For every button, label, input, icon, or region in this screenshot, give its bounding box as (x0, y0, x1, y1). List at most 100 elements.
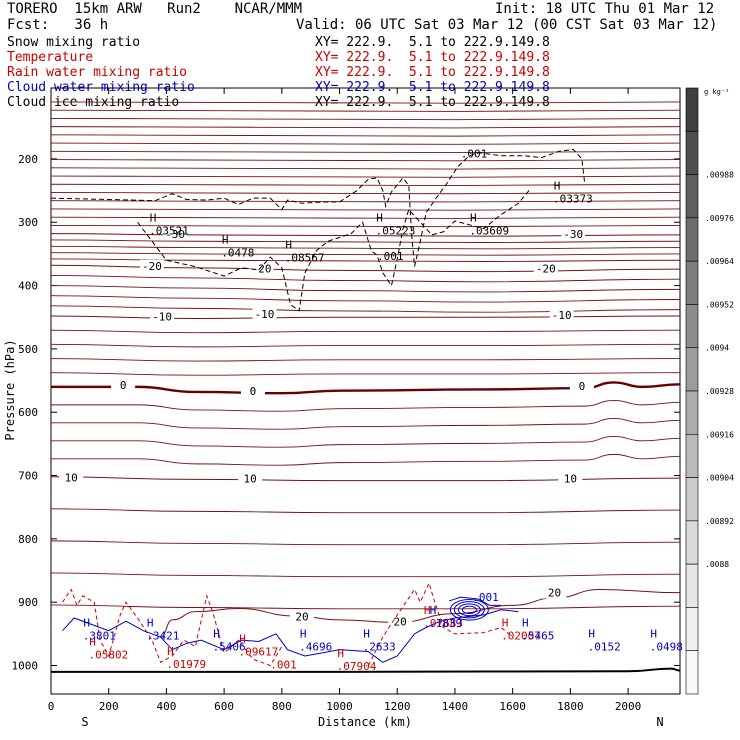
colorbar-segment-13 (685, 650, 699, 695)
rain-contour-0 (62, 588, 283, 667)
isotherm-label-20-2: 20 (548, 587, 561, 600)
colorbar-segment-6 (685, 347, 699, 392)
isotherm-label-10-1: 10 (243, 473, 256, 486)
isotherm-line (50, 239, 681, 243)
isotherm-label--20-0: -20 (142, 260, 162, 273)
isotherm-label-bg (542, 586, 567, 599)
snow-max-value-1: .0478 (221, 247, 254, 260)
rain-max-value-2: .09617 (239, 646, 279, 659)
x-tick-label-0: 0 (48, 700, 55, 713)
snow-max-value-3: .05223 (376, 224, 416, 237)
isotherm-0 (51, 381, 681, 395)
snow-contour-top (50, 148, 586, 267)
colorbar-segment-10 (685, 520, 699, 565)
isotherm-label-bg (252, 307, 277, 320)
isotherm-label-10-2: 10 (564, 473, 577, 486)
rain-max-value-4: .07683 (423, 617, 463, 630)
isotherm-label-bg (533, 262, 558, 275)
cloud-water-max-h-4: H (363, 627, 370, 640)
cloud-water-max-h-6: H (522, 617, 529, 630)
isotherm-line (50, 274, 681, 283)
rain-max-value-3: .07904 (337, 660, 377, 673)
cloud-water-core-ring-3 (453, 601, 485, 619)
x-tick-label-8: 1600 (499, 700, 526, 713)
isotherm-label-bg (558, 472, 583, 485)
isotherm-line-upper (50, 150, 681, 154)
rain-label-0: .001 (270, 659, 297, 672)
isotherm-label-0-2: 0 (579, 380, 586, 393)
isotherm-line (50, 343, 681, 348)
rain-max-value-5: .02007 (501, 630, 541, 643)
isotherm-line-upper (50, 167, 681, 170)
cloud-water-max-h-0: H (83, 617, 90, 630)
forecast-hour: Fcst: 36 h (7, 17, 109, 33)
colorbar-label-7: .00904 (705, 474, 734, 483)
cloud-water-max-value-3: .4696 (299, 640, 332, 653)
colorbar-segment-7 (685, 390, 699, 435)
y-tick-label-6: 800 (18, 533, 38, 546)
colorbar-unit: g kg⁻¹ (704, 88, 729, 96)
cloud-water-max-value-4: .2633 (363, 640, 396, 653)
isotherm-label-bg (549, 309, 574, 322)
isotherm-line (50, 252, 681, 256)
legend-label-0: Snow mixing ratio (7, 35, 141, 50)
colorbar-label-4: .0094 (705, 344, 729, 353)
isotherm-line (51, 453, 681, 466)
cloud-water-max-h-3: H (300, 627, 307, 640)
cloud-water-max-value-5: .1839 (429, 617, 462, 630)
y-tick-label-5: 700 (18, 470, 38, 483)
valid-time: Valid: 06 UTC Sat 03 Mar 12 (00 CST Sat … (296, 17, 718, 33)
snow-label-0: .001 (461, 148, 488, 161)
colorbar-label-0: .00988 (705, 171, 734, 180)
snow-max-value-5: .03373 (553, 193, 593, 206)
isotherm-label-0-1: 0 (250, 385, 257, 398)
colorbar-label-9: .0088 (705, 560, 729, 569)
isotherm-line-upper (50, 192, 681, 195)
isotherm-label-0-0: 0 (120, 379, 127, 392)
isotherm-line-upper (50, 216, 681, 219)
isotherm-label-bg (240, 385, 265, 398)
snow-label-1: .001 (377, 250, 404, 263)
cloud-water-max-value-8: .0498 (650, 640, 683, 653)
colorbar-label-8: .00892 (705, 517, 734, 526)
colorbar-segment-2 (685, 174, 699, 219)
isotherm-line (50, 508, 681, 514)
colorbar-label-1: .00976 (705, 214, 734, 223)
x-tick-label-9: 1800 (557, 700, 584, 713)
isotherm-label-bg (569, 380, 594, 393)
isotherm-label--10-2: -10 (552, 309, 572, 322)
x-tick-label-2: 400 (156, 700, 176, 713)
snow-max-h-1: H (222, 234, 229, 247)
isotherm--10 (50, 315, 681, 319)
isotherm-label-10-0: 10 (65, 471, 78, 484)
isotherm-10 (50, 476, 681, 482)
isotherm-label--20-2: -20 (536, 262, 556, 275)
rain-max-h-5: H (502, 617, 509, 630)
cloud-water-max-value-1: .3421 (146, 630, 179, 643)
colorbar-segment-11 (685, 563, 699, 608)
colorbar-label-3: .00952 (705, 300, 734, 309)
rain-max-h-1: H (167, 645, 174, 658)
isotherm-line (50, 604, 681, 610)
snow-contour-bottom (137, 188, 531, 312)
isotherm-label-bg (59, 471, 84, 484)
isotherm-label--30-1: -30 (563, 228, 583, 241)
snow-max-value-2: .08567 (285, 252, 325, 265)
isotherm-line-upper (50, 134, 681, 137)
isotherm-20 (160, 589, 681, 638)
y-tick-label-7: 900 (18, 596, 38, 609)
x-tick-label-5: 1000 (326, 700, 353, 713)
snow-max-value-0: .03521 (149, 224, 189, 237)
isotherm-line (50, 372, 681, 376)
model-title: TORERO 15km ARW Run2 NCAR/MMM (7, 1, 303, 17)
colorbar-label-2: .00964 (705, 257, 734, 266)
cloud-water-contour-0 (62, 609, 519, 663)
rain-max-value-0: .05802 (89, 649, 129, 662)
isotherm-line-upper (50, 117, 681, 121)
rain-max-h-3: H (337, 647, 344, 660)
isotherm-label-bg (111, 378, 136, 391)
x-axis-label: Distance (km) (318, 715, 412, 729)
isotherm-label--10-1: -10 (255, 308, 275, 321)
cloud-water-max-value-6: .5465 (521, 630, 554, 643)
